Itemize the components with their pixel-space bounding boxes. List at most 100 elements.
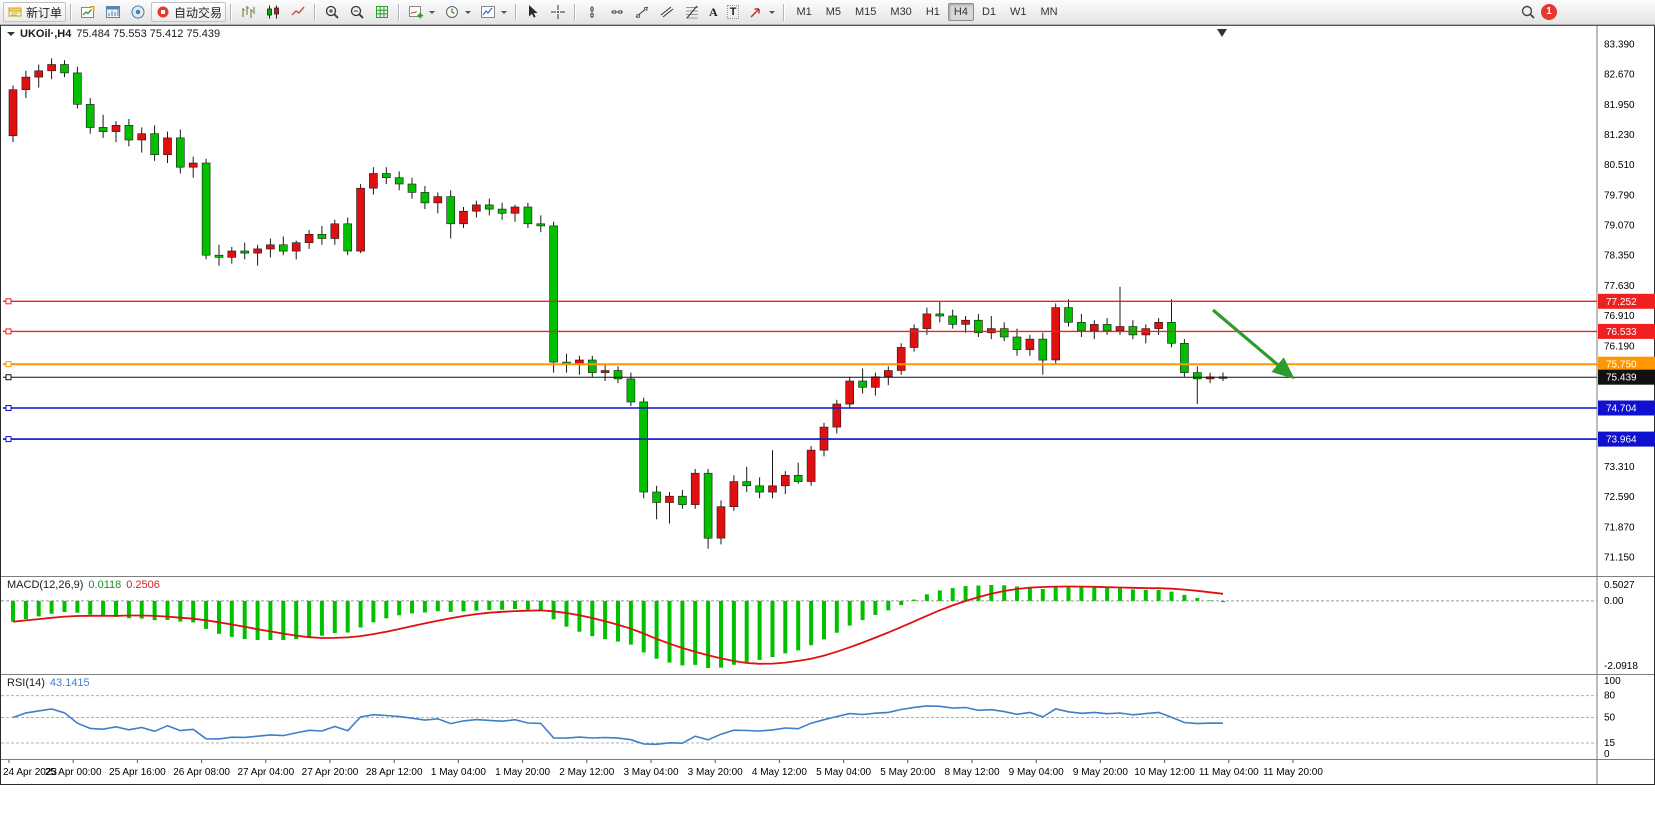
zoom-out-icon [349,4,365,20]
svg-text:83.390: 83.390 [1604,40,1635,51]
indicators-button[interactable] [404,2,439,22]
svg-text:80: 80 [1604,691,1616,702]
trend-arrow[interactable] [1211,308,1295,380]
bottom-filler [0,785,1655,826]
symbol-timeframe-label: UKOil·,H4 [20,28,72,40]
indicators-dropdown-caret[interactable] [429,11,436,17]
arrows-dropdown-caret[interactable] [769,11,776,17]
vertical-line-icon [584,4,600,20]
timeframe-button-h4[interactable]: H4 [947,3,974,21]
line-chart-icon [290,4,306,20]
channel-tool-button[interactable] [655,2,679,22]
svg-text:50: 50 [1604,713,1616,724]
svg-text:71.150: 71.150 [1604,553,1635,564]
hline-74.704[interactable]: 74.704 [3,400,1655,416]
svg-text:82.670: 82.670 [1604,70,1635,81]
svg-text:5 May 20:00: 5 May 20:00 [880,767,935,778]
new-order-label: 新订单 [26,5,63,20]
new-order-button[interactable]: 新订单 [3,2,67,22]
zoom-in-button[interactable] [320,2,344,22]
grid-icon [374,4,390,20]
hline-73.964[interactable]: 73.964 [3,431,1655,447]
svg-text:76.533: 76.533 [1606,327,1637,338]
main-chart-canvas[interactable]: 83.390 82.670 81.950 81.230 80.510 79.790 79.0… [1,26,1655,576]
macd-main-value: 0.0118 [88,579,122,591]
toolbar: 新订单 自动交易 [0,0,1655,25]
svg-text:8 May 12:00: 8 May 12:00 [944,767,999,778]
svg-text:79.790: 79.790 [1604,190,1635,201]
timeframe-button-h1[interactable]: H1 [920,3,946,21]
timeframe-button-m15[interactable]: M15 [849,3,882,21]
hline-76.533[interactable]: 76.533 [3,323,1655,339]
separator [314,3,317,21]
svg-text:73.964: 73.964 [1606,435,1637,446]
svg-text:27 Apr 04:00: 27 Apr 04:00 [237,767,294,778]
text-label-tool-button[interactable]: T [723,2,744,22]
line-chart-button[interactable] [286,2,310,22]
text-t-icon: T [726,5,740,19]
notification-badge[interactable]: 1 [1541,4,1557,20]
svg-text:75.750: 75.750 [1606,360,1637,371]
time-axis[interactable]: 24 Apr 2023 25 Apr 00:00 25 Apr 16:00 26 Ap… [1,759,1654,784]
macd-canvas[interactable]: 0.5027 0.00 -2.0918 [1,577,1655,674]
rsi-label: RSI(14) [7,677,45,689]
candlestick-chart-button[interactable] [261,2,285,22]
timeframe-button-d1[interactable]: D1 [976,3,1002,21]
fibonacci-tool-button[interactable] [680,2,704,22]
timeframe-button-mn[interactable]: MN [1035,3,1064,21]
cursor-button[interactable] [521,2,545,22]
auto-trading-label: 自动交易 [174,5,223,20]
svg-text:0: 0 [1604,749,1610,759]
separator [515,3,518,21]
svg-text:78.350: 78.350 [1604,251,1635,262]
crosshair-button[interactable] [546,2,570,22]
hline-77.252[interactable]: 77.252 [3,293,1655,309]
svg-text:9 May 04:00: 9 May 04:00 [1009,767,1064,778]
rsi-header: RSI(14) 43.1415 [5,677,92,689]
timeframe-button-m30[interactable]: M30 [884,3,917,21]
horizontal-line-tool-button[interactable] [605,2,629,22]
auto-trading-button[interactable]: 自动交易 [151,2,227,22]
svg-text:77.252: 77.252 [1606,297,1637,308]
timeframe-button-m1[interactable]: M1 [790,3,817,21]
zoom-in-icon [324,4,340,20]
text-tool-button[interactable]: A [705,2,722,22]
svg-text:3 May 04:00: 3 May 04:00 [623,767,678,778]
svg-text:76.910: 76.910 [1604,311,1635,322]
rsi-canvas[interactable]: 100 80 50 150 [1,675,1655,759]
timeframe-button-m5[interactable]: M5 [820,3,847,21]
new-chart-icon [80,4,96,20]
templates-button[interactable] [476,2,511,22]
bar-chart-button[interactable] [236,2,260,22]
market-watch-button[interactable] [101,2,125,22]
svg-text:3 May 20:00: 3 May 20:00 [688,767,743,778]
arrows-tool-button[interactable] [744,2,779,22]
svg-text:10 May 12:00: 10 May 12:00 [1134,767,1195,778]
templates-dropdown-caret[interactable] [501,11,508,17]
hline-75.750[interactable]: 75.750 [3,356,1655,372]
svg-text:24 Apr 2023: 24 Apr 2023 [3,767,57,778]
timeframe-button-w1[interactable]: W1 [1004,3,1033,21]
new-order-icon [7,4,23,20]
svg-text:79.070: 79.070 [1604,221,1635,232]
grid-button[interactable] [370,2,394,22]
periods-button[interactable] [440,2,475,22]
arrows-icon [748,4,764,20]
separator [230,3,233,21]
svg-text:9 May 20:00: 9 May 20:00 [1073,767,1128,778]
navigator-button[interactable] [126,2,150,22]
zoom-out-button[interactable] [345,2,369,22]
cursor-icon [525,4,541,20]
new-chart-button[interactable] [76,2,100,22]
clock-icon [444,4,460,20]
text-a-icon: A [709,5,718,19]
svg-text:81.950: 81.950 [1604,100,1635,111]
search-button[interactable] [1516,2,1540,22]
chart-collapse-icon[interactable] [7,32,15,40]
periods-dropdown-caret[interactable] [465,11,472,17]
macd-label: MACD(12,26,9) [7,579,84,591]
hline-75.439[interactable]: 75.439 [3,369,1655,385]
vertical-line-tool-button[interactable] [580,2,604,22]
trendline-tool-button[interactable] [630,2,654,22]
